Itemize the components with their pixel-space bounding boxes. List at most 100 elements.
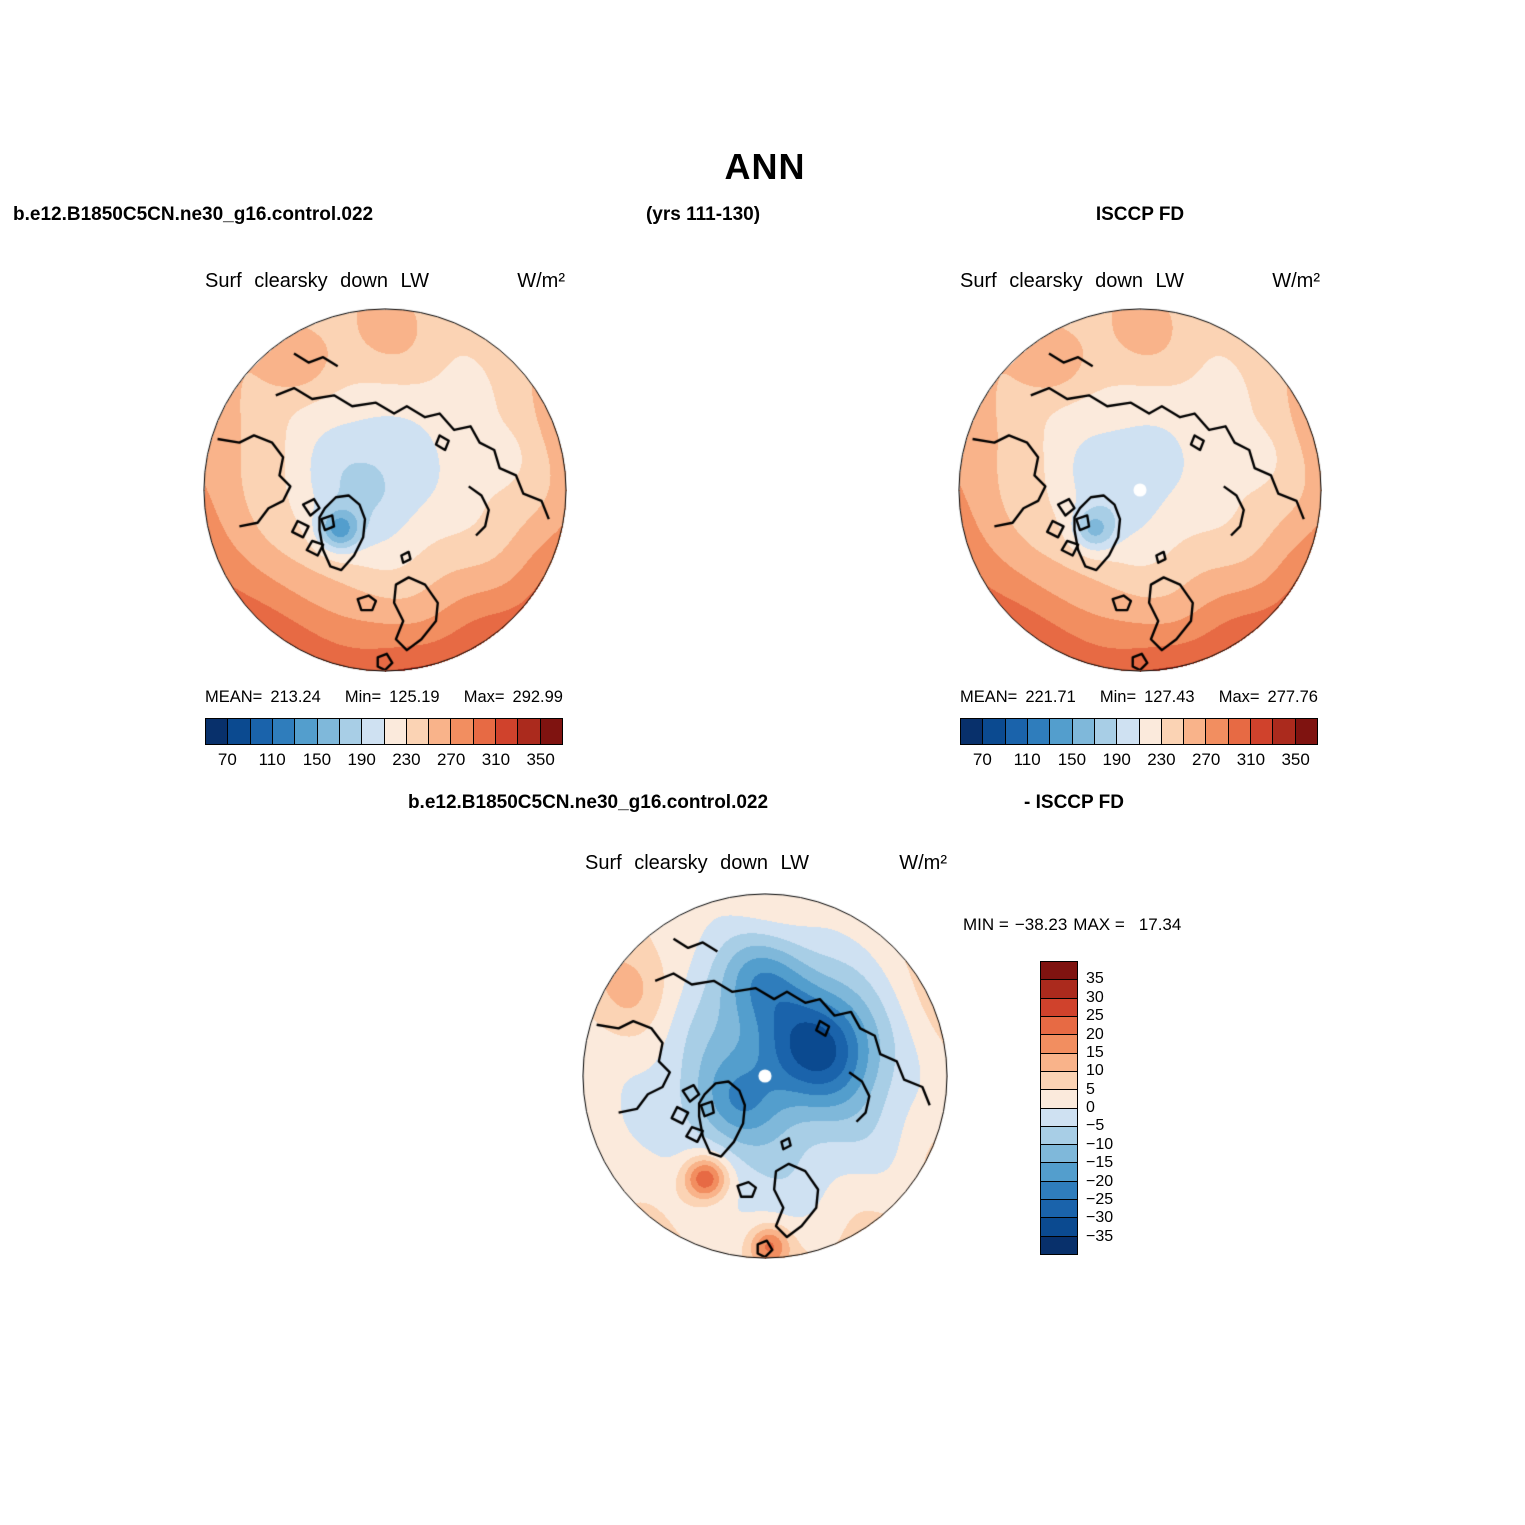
model-min-stat: Min= 125.19 [344,688,440,706]
colorbar-tick-label: 70 [972,750,992,769]
colorbar-segment [1117,718,1140,745]
colorbar-segment [362,718,385,745]
model-max-stat: Max= 292.99 [463,688,563,706]
model-colorbar: 70 110 150 190 230 270 310 350 [205,718,563,772]
colorbar-tick-label: 25 [1086,1007,1104,1025]
colorbar-segment [518,718,541,745]
colorbar-segment [1072,718,1095,745]
colorbar-tick-label: 5 [1086,1080,1095,1098]
obs-stats: MEAN= 221.71 Min= 127.43 Max= 277.76 [960,688,1318,707]
colorbar-tick-label: 190 [1102,750,1131,769]
colorbar-segment [317,718,340,745]
colorbar-tick-label: 270 [436,750,466,769]
colorbar-segment [1040,1053,1078,1072]
colorbar-tick-label: 110 [258,750,286,769]
model-colorbar-ticks: 70 110 150 190 230 270 310 350 [205,750,563,772]
obs-max-stat: Max= 277.76 [1218,688,1318,706]
colorbar-segment [1040,980,1078,999]
colorbar-segment [1139,718,1162,745]
colorbar-segment [1295,718,1318,745]
colorbar-segment [1040,998,1078,1017]
colorbar-segment [983,718,1006,745]
diff-min-value: −38.23 [1014,915,1068,934]
colorbar-segment [1251,718,1274,745]
diff-panel-title: Surf clearsky down LW W/m² [585,852,947,875]
diff-polar-map [582,893,948,1259]
colorbar-segment [1050,718,1073,745]
obs-variable-label: Surf clearsky down LW [960,270,1185,292]
colorbar-segment [295,718,318,745]
colorbar-segment [1040,1090,1078,1109]
colorbar-tick-label: −20 [1086,1172,1114,1190]
colorbar-tick-label: 270 [1191,750,1221,769]
colorbar-tick-label: 150 [1057,750,1087,769]
colorbar-segment [406,718,430,745]
colorbar-segment [1161,718,1185,745]
colorbar-segment [540,718,563,745]
diff-max-value: 17.34 [1138,915,1182,934]
colorbar-tick-label: −10 [1086,1135,1114,1153]
colorbar-segment [1184,718,1207,745]
colorbar-segment [1040,1145,1078,1164]
model-mean-stat: MEAN= 213.24 [205,688,321,706]
colorbar-segment [1040,1236,1078,1255]
colorbar-segment [1040,961,1078,981]
diff-model-run-label: b.e12.B1850C5CN.ne30_g16.control.022 [407,792,769,813]
colorbar-tick-label: 190 [347,750,376,769]
colorbar-segment [1040,1181,1078,1201]
colorbar-segment [1040,1108,1078,1127]
colorbar-tick-label: 30 [1086,988,1104,1006]
model-colorbar-segments [205,718,563,745]
colorbar-segment [228,718,251,745]
colorbar-segment [1040,1126,1078,1146]
diff-colorbar: 35 30 25 20 15 10 5 0 −5 −10 −15 −20 −25 −30 −35 [1040,961,1160,1255]
obs-colorbar-segments [960,718,1318,745]
colorbar-segment [960,718,984,745]
colorbar-segment [339,718,363,745]
colorbar-tick-label: −30 [1086,1209,1114,1227]
colorbar-segment [1228,718,1252,745]
colorbar-tick-label: 310 [1236,750,1266,769]
colorbar-segment [1027,718,1051,745]
colorbar-segment [272,718,296,745]
diff-obs-name-label: - ISCCP FD [1024,792,1124,813]
colorbar-tick-label: 15 [1086,1043,1104,1061]
colorbar-segment [250,718,273,745]
model-units-label: W/m² [517,270,565,292]
obs-name-label: ISCCP FD [1095,204,1185,225]
colorbar-tick-label: 0 [1086,1099,1095,1116]
colorbar-segment [496,718,519,745]
model-panel-title: Surf clearsky down LW W/m² [205,270,565,293]
colorbar-segment [429,718,452,745]
colorbar-segment [1040,1035,1078,1054]
colorbar-segment [1005,718,1028,745]
colorbar-segment [473,718,497,745]
model-stats: MEAN= 213.24 Min= 125.19 Max= 292.99 [205,688,563,707]
colorbar-segment [384,718,407,745]
colorbar-tick-label: 70 [217,750,237,769]
colorbar-segment [1273,718,1296,745]
colorbar-segment [1040,1071,1078,1091]
diff-colorbar-labels: 35 30 25 20 15 10 5 0 −5 −10 −15 −20 −25 −30 −35 [1086,961,1146,1255]
colorbar-tick-label: 350 [1281,750,1310,769]
colorbar-segment [1040,1218,1078,1237]
figure-title: ANN [724,146,806,187]
obs-polar-map [958,308,1322,672]
diff-minmax-stats: MIN = −38.23 MAX = 17.34 [963,915,1187,935]
colorbar-tick-label: −5 [1086,1117,1105,1135]
colorbar-segment [1040,1200,1078,1219]
colorbar-tick-label: 230 [392,750,421,769]
obs-mean-stat: MEAN= 221.71 [960,688,1076,706]
colorbar-tick-label: −15 [1086,1154,1114,1172]
model-variable-label: Surf clearsky down LW [205,270,430,292]
colorbar-tick-label: 230 [1147,750,1176,769]
diff-max-label: MAX = [1073,915,1125,934]
colorbar-tick-label: 35 [1086,970,1104,988]
colorbar-tick-label: 10 [1086,1062,1104,1080]
obs-colorbar-ticks: 70 110 150 190 230 270 310 350 [960,750,1318,772]
obs-min-stat: Min= 127.43 [1099,688,1195,706]
colorbar-tick-label: 150 [302,750,332,769]
colorbar-segment [1094,718,1118,745]
obs-units-label: W/m² [1272,270,1320,292]
